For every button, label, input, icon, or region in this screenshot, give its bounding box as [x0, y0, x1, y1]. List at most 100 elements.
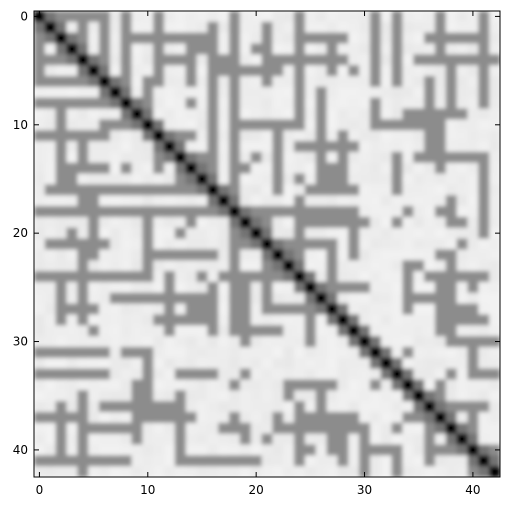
heatmap-cell — [207, 281, 219, 294]
heatmap-cell — [174, 141, 187, 153]
heatmap-cell — [153, 422, 165, 435]
heatmap-cell — [196, 216, 208, 229]
heatmap-cell — [88, 43, 100, 55]
heatmap-cell — [380, 86, 393, 99]
heatmap-cell — [424, 357, 436, 370]
heatmap-cell — [467, 184, 479, 196]
heatmap-cell — [315, 401, 328, 413]
heatmap-cell — [153, 238, 165, 250]
heatmap-cell — [44, 184, 57, 196]
heatmap-cell — [131, 444, 143, 456]
heatmap-cell — [337, 346, 349, 359]
heatmap-cell — [218, 357, 230, 370]
heatmap-cell — [77, 346, 89, 359]
heatmap-cell — [380, 336, 393, 348]
heatmap-cell — [413, 184, 425, 196]
heatmap-cell — [44, 411, 57, 424]
heatmap-cell — [478, 346, 490, 359]
heatmap-cell — [185, 43, 197, 55]
heatmap-cell — [402, 21, 414, 34]
heatmap-cell — [34, 151, 46, 164]
heatmap-cell — [359, 54, 371, 66]
y-tick-label: 30 — [13, 335, 28, 349]
heatmap-cell — [434, 390, 447, 402]
heatmap-cell — [164, 379, 176, 391]
heatmap-cell — [34, 119, 46, 131]
heatmap-cell — [109, 11, 122, 23]
heatmap-cell — [315, 249, 328, 261]
heatmap-cell — [489, 390, 500, 402]
heatmap-cell — [229, 54, 241, 66]
heatmap-cell — [456, 173, 468, 185]
heatmap-cell — [348, 325, 360, 337]
heatmap-cell — [131, 130, 143, 142]
heatmap-cell — [478, 119, 490, 131]
heatmap-cell — [489, 292, 500, 305]
heatmap-cell — [359, 238, 371, 250]
heatmap-cell — [467, 422, 479, 435]
heatmap-cell — [142, 119, 154, 131]
heatmap-cell — [218, 249, 230, 261]
heatmap-cell — [174, 433, 187, 445]
heatmap-cell — [250, 390, 262, 402]
heatmap-cell — [445, 336, 458, 348]
heatmap-cell — [218, 455, 230, 467]
heatmap-cell — [434, 249, 447, 261]
heatmap-cell — [185, 238, 197, 250]
heatmap-cell — [456, 411, 468, 424]
heatmap-cell — [55, 260, 67, 272]
heatmap-cell — [34, 141, 46, 153]
heatmap-cell — [88, 325, 100, 337]
heatmap-cell — [348, 455, 360, 467]
heatmap-cell — [315, 216, 328, 229]
heatmap-cell — [250, 346, 262, 359]
heatmap-cell — [359, 325, 371, 337]
heatmap-cell — [120, 32, 132, 44]
heatmap-cell — [196, 346, 208, 359]
heatmap-cell — [131, 336, 143, 348]
heatmap-cell — [66, 379, 78, 391]
heatmap-cell — [250, 444, 262, 456]
heatmap-cell — [283, 357, 295, 370]
heatmap-cell — [185, 11, 197, 23]
heatmap-cell — [272, 292, 284, 305]
heatmap-cell — [294, 368, 306, 380]
heatmap-cell — [66, 401, 78, 413]
heatmap-cell — [44, 455, 57, 467]
heatmap-cell — [142, 238, 154, 250]
heatmap-cell — [294, 444, 306, 456]
heatmap-cell — [369, 325, 382, 337]
heatmap-cell — [77, 336, 89, 348]
heatmap-cell — [359, 303, 371, 315]
heatmap-cell — [272, 390, 284, 402]
heatmap-cell — [348, 238, 360, 250]
heatmap-cell — [315, 173, 328, 185]
heatmap-cell — [315, 390, 328, 402]
heatmap-cell — [272, 173, 284, 185]
heatmap-cell — [467, 108, 479, 120]
heatmap-cell — [261, 173, 273, 185]
heatmap-cell — [185, 130, 197, 142]
heatmap-cell — [88, 141, 100, 153]
heatmap-cell — [402, 314, 414, 326]
heatmap-cell — [380, 260, 393, 272]
heatmap-cell — [250, 260, 262, 272]
heatmap-cell — [467, 151, 479, 164]
heatmap-cell — [142, 249, 154, 261]
heatmap-cell — [294, 21, 306, 34]
heatmap-cell — [326, 260, 338, 272]
heatmap-cell — [445, 97, 458, 109]
heatmap-cell — [272, 162, 284, 174]
heatmap-cell — [174, 444, 187, 456]
heatmap-cell — [153, 97, 165, 109]
heatmap-cell — [88, 162, 100, 174]
heatmap-cell — [229, 292, 241, 305]
heatmap-cell — [294, 65, 306, 77]
heatmap-cell — [478, 433, 490, 445]
heatmap-cell — [44, 65, 57, 77]
heatmap-cell — [239, 97, 252, 109]
heatmap-cell — [239, 303, 252, 315]
heatmap-cell — [424, 216, 436, 229]
heatmap-cell — [337, 97, 349, 109]
heatmap-cell — [55, 206, 67, 218]
